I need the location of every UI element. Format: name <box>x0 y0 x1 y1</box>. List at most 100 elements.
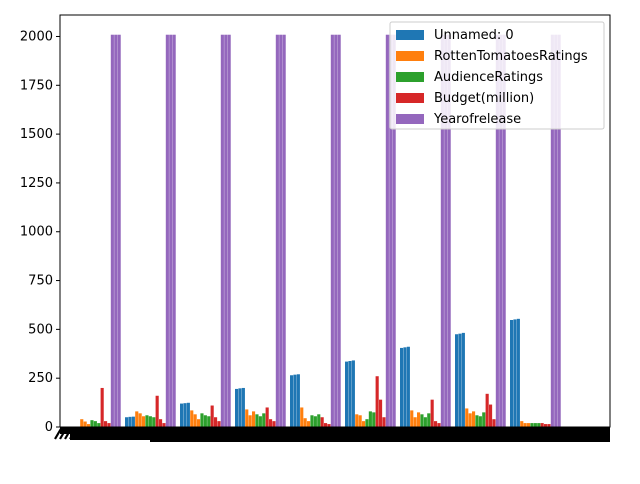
bar-1-17 <box>362 421 366 427</box>
bar-2-8 <box>207 416 211 427</box>
bar-2-13 <box>313 416 317 427</box>
bar-4-2 <box>117 34 121 427</box>
bar-0-20 <box>406 346 410 427</box>
bar-3-25 <box>544 424 548 427</box>
bar-2-0 <box>90 420 94 427</box>
bar-2-12 <box>310 415 314 427</box>
legend-swatch-0 <box>396 30 424 40</box>
bar-3-11 <box>272 421 276 427</box>
bar-3-3 <box>155 395 159 427</box>
legend-swatch-3 <box>396 93 424 103</box>
y-tick-label-8: 2000 <box>20 29 53 44</box>
bar-0-13 <box>293 374 297 427</box>
bar-1-20 <box>417 412 421 427</box>
bar-3-5 <box>162 423 166 427</box>
y-tick-label-1: 250 <box>28 371 53 386</box>
bar-0-11 <box>241 387 245 427</box>
bar-0-9 <box>235 388 239 427</box>
bar-1-12 <box>300 407 304 427</box>
bar-1-0 <box>80 419 84 427</box>
bar-3-12 <box>320 417 324 427</box>
bar-0-18 <box>400 347 404 427</box>
bar-1-21 <box>465 408 469 427</box>
bar-2-20 <box>427 413 431 427</box>
bar-2-4 <box>148 416 152 427</box>
y-tick-label-5: 1250 <box>20 176 53 191</box>
bar-4-13 <box>334 34 338 427</box>
bar-0-21 <box>455 334 459 427</box>
bar-0-23 <box>461 332 465 427</box>
bar-1-23 <box>472 411 476 427</box>
bar-1-11 <box>252 411 256 427</box>
bar-3-14 <box>327 424 331 427</box>
bar-4-0 <box>110 34 114 427</box>
bar-2-23 <box>482 412 486 427</box>
bar-2-3 <box>145 415 149 427</box>
legend-box <box>389 21 605 130</box>
bar-2-1 <box>93 421 97 427</box>
bar-4-10 <box>279 34 283 427</box>
bar-2-5 <box>152 417 156 427</box>
bar-0-26 <box>516 318 520 427</box>
bar-4-20 <box>447 34 451 427</box>
bar-3-7 <box>214 417 218 427</box>
legend-label-0: Unnamed: 0 <box>434 28 514 43</box>
bar-1-10 <box>248 415 252 427</box>
bar-1-13 <box>303 418 307 427</box>
bar-3-0 <box>100 387 104 427</box>
bar-4-16 <box>389 34 393 427</box>
bar-0-16 <box>348 361 352 427</box>
bar-3-19 <box>434 421 438 427</box>
y-tick-label-3: 750 <box>28 274 53 289</box>
bar-3-16 <box>379 399 383 427</box>
bar-marks <box>80 34 561 427</box>
bar-0-4 <box>128 416 132 427</box>
bar-0-12 <box>290 375 294 427</box>
bar-3-10 <box>269 419 273 427</box>
bar-4-8 <box>227 34 231 427</box>
bar-3-17 <box>382 417 386 427</box>
bar-0-17 <box>351 360 355 427</box>
x-label-blob-lower <box>150 438 610 442</box>
y-axis: 0 250 500 750 1000 1250 1500 1750 2000 <box>20 29 60 435</box>
bar-2-11 <box>262 413 266 427</box>
bar-0-10 <box>238 388 242 427</box>
bar-1-24 <box>520 421 524 427</box>
legend-label-3: Budget(million) <box>434 91 534 106</box>
bar-0-8 <box>186 402 190 427</box>
bar-2-2 <box>97 423 101 427</box>
bar-2-25 <box>533 423 537 427</box>
bar-2-19 <box>423 417 427 427</box>
bar-1-4 <box>138 413 142 427</box>
y-tick-label-7: 1750 <box>20 78 53 93</box>
bar-3-22 <box>489 404 493 427</box>
bar-4-4 <box>169 34 173 427</box>
bar-3-23 <box>492 419 496 427</box>
bar-4-26 <box>557 34 561 427</box>
bar-4-1 <box>114 34 118 427</box>
bar-4-7 <box>224 34 228 427</box>
bar-2-10 <box>258 416 262 427</box>
bar-3-2 <box>107 423 111 427</box>
y-tick-label-0: 0 <box>45 420 53 435</box>
bar-0-24 <box>510 320 514 427</box>
bar-4-9 <box>275 34 279 427</box>
bar-0-3 <box>125 417 129 427</box>
legend-label-2: AudienceRatings <box>434 70 543 85</box>
bar-4-14 <box>337 34 341 427</box>
bar-1-15 <box>355 414 359 427</box>
bar-3-20 <box>437 423 441 427</box>
bar-0-7 <box>183 403 187 427</box>
bar-2-15 <box>365 419 369 427</box>
bar-4-11 <box>282 34 286 427</box>
bar-1-14 <box>307 421 311 427</box>
x-label-blob <box>70 434 610 440</box>
x-tick-2 <box>64 426 73 440</box>
bar-3-6 <box>210 405 214 427</box>
bar-3-26 <box>547 424 551 427</box>
bar-2-6 <box>200 413 204 427</box>
bar-4-24 <box>550 34 554 427</box>
bar-4-21 <box>495 34 499 427</box>
bar-2-24 <box>530 423 534 427</box>
